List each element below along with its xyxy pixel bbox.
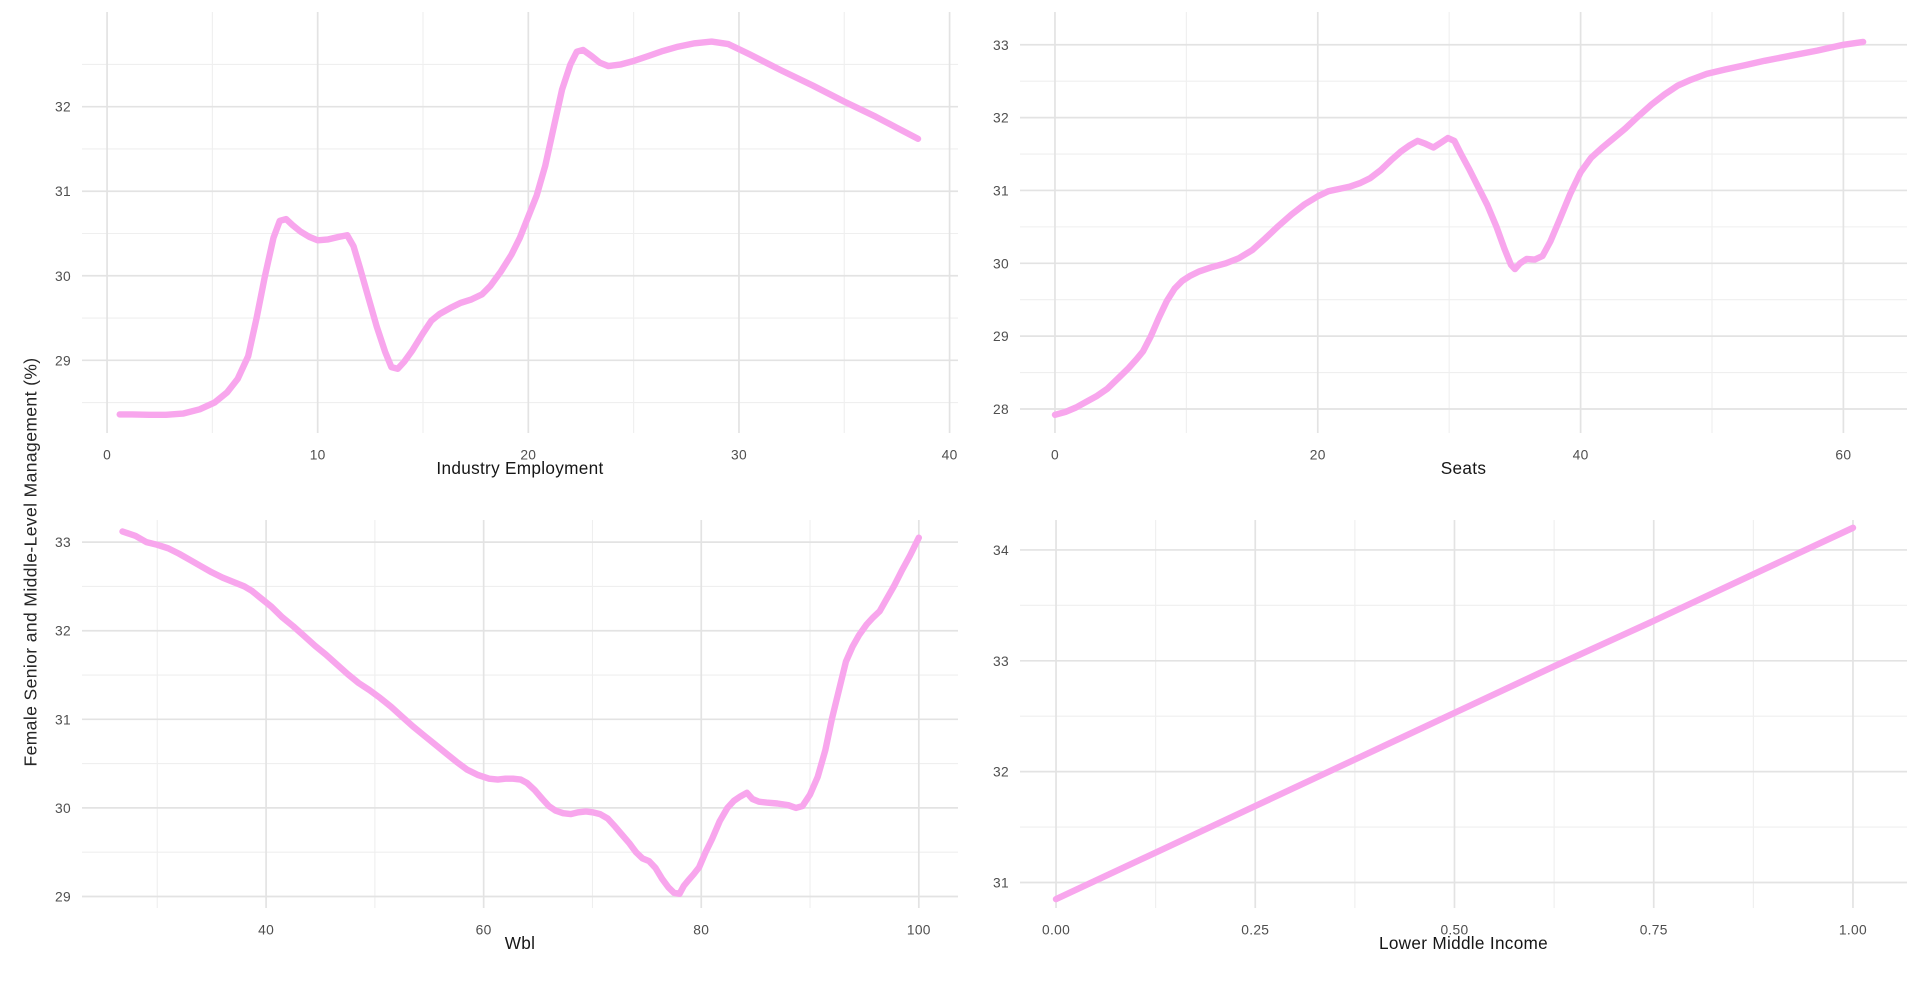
panel-wbl-axis-title: Wbl (505, 933, 536, 953)
panel-lower-middle-income-y-tick-label: 32 (993, 765, 1009, 780)
panel-lower-middle-income-x-tick-label: 0.75 (1640, 923, 1668, 938)
panel-industry-employment-x-tick-label: 10 (310, 448, 326, 463)
panel-lower-middle-income-series-line (1052, 524, 1857, 903)
panel-seats-y-tick-label: 32 (993, 111, 1009, 126)
panel-seats-axis-title: Seats (1441, 458, 1486, 478)
panel-industry-employment-y-tick-label: 32 (55, 100, 71, 115)
panel-seats-series-line (1051, 38, 1867, 418)
panel-wbl-y-tick-label: 33 (55, 535, 71, 550)
panel-wbl-y-tick-label: 31 (55, 712, 71, 727)
y-axis-title: Female Senior and Middle-Level Managemen… (20, 357, 41, 767)
panel-industry-employment-x-tick-label: 0 (103, 448, 111, 463)
panel-wbl-y-tick-label: 30 (55, 801, 71, 816)
panel-industry-employment-series-line (116, 38, 922, 418)
panel-wbl-x-tick-label: 60 (476, 923, 492, 938)
panel-lower-middle-income-x-tick-label: 0.50 (1440, 923, 1468, 938)
panel-seats-y-tick-label: 29 (993, 329, 1009, 344)
panel-industry-employment-y-tick-label: 31 (55, 184, 71, 199)
panel-seats-y-tick-label: 31 (993, 183, 1009, 198)
panel-seats-y-tick-label: 28 (993, 402, 1009, 417)
panel-wbl-y-tick-label: 32 (55, 624, 71, 639)
panel-lower-middle-income-axis-title: Lower Middle Income (1379, 933, 1548, 953)
panel-wbl-x-tick-label: 100 (907, 923, 931, 938)
panel-industry-employment-axis-title: Industry Employment (436, 458, 603, 478)
panel-lower-middle-income-x-tick-label: 1.00 (1839, 923, 1867, 938)
panel-wbl-x-tick-label: 40 (258, 923, 274, 938)
panel-lower-middle-income-x-tick-label: 0.25 (1241, 923, 1269, 938)
panel-industry-employment-x-tick-label: 20 (520, 448, 536, 463)
panel-lower-middle-income-y-tick-label: 31 (993, 876, 1009, 891)
panel-seats-y-tick-label: 33 (993, 38, 1009, 53)
panel-lower-middle-income-y-tick-label: 34 (993, 543, 1009, 558)
panel-industry-employment-x-tick-label: 30 (731, 448, 747, 463)
panel-seats-x-tick-label: 40 (1573, 448, 1589, 463)
panel-wbl-x-tick-label: 80 (693, 923, 709, 938)
panel-wbl-series-line (119, 528, 922, 897)
panel-industry-employment-y-tick-label: 29 (55, 353, 71, 368)
panel-seats-x-tick-label: 60 (1835, 448, 1851, 463)
panel-wbl-y-tick-label: 29 (55, 889, 71, 904)
panel-lower-middle-income-y-tick-label: 33 (993, 654, 1009, 669)
panel-seats-y-tick-label: 30 (993, 256, 1009, 271)
panel-industry-employment-x-tick-label: 40 (942, 448, 958, 463)
panel-seats-x-tick-label: 0 (1051, 448, 1059, 463)
panel-lower-middle-income-x-tick-label: 0.00 (1042, 923, 1070, 938)
panel-industry-employment-y-tick-label: 30 (55, 269, 71, 284)
panel-seats-x-tick-label: 20 (1310, 448, 1326, 463)
